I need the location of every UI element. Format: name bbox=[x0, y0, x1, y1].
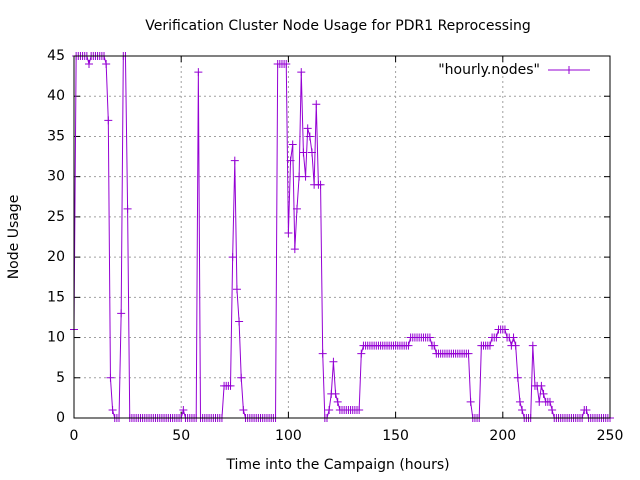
data-point bbox=[464, 349, 473, 358]
data-point bbox=[430, 341, 439, 350]
data-point bbox=[515, 397, 524, 406]
data-point bbox=[539, 389, 548, 398]
legend-marker bbox=[565, 66, 573, 74]
data-point bbox=[545, 397, 554, 406]
legend-label: "hourly.nodes" bbox=[438, 62, 540, 78]
x-axis-label: Time into the Campaign (hours) bbox=[225, 457, 449, 473]
data-point bbox=[511, 341, 520, 350]
data-point bbox=[518, 405, 527, 414]
data-point bbox=[237, 373, 246, 382]
data-point bbox=[329, 357, 338, 366]
x-tick-label: 50 bbox=[172, 428, 190, 444]
data-point bbox=[286, 156, 295, 165]
data-point bbox=[466, 397, 475, 406]
data-point bbox=[179, 405, 188, 414]
data-point bbox=[537, 381, 546, 390]
data-point bbox=[307, 148, 316, 157]
x-tick-label: 200 bbox=[489, 428, 516, 444]
data-point bbox=[485, 341, 494, 350]
data-point bbox=[301, 172, 310, 181]
data-point bbox=[284, 228, 293, 237]
x-tick-label: 250 bbox=[597, 428, 624, 444]
data-point bbox=[404, 341, 413, 350]
data-point bbox=[108, 405, 117, 414]
data-point bbox=[312, 100, 321, 109]
data-point bbox=[528, 341, 537, 350]
data-point bbox=[290, 245, 299, 254]
x-tick-label: 150 bbox=[382, 428, 409, 444]
data-point bbox=[104, 116, 113, 125]
data-point bbox=[228, 253, 237, 262]
data-point bbox=[85, 60, 94, 69]
y-tick-label: 30 bbox=[47, 169, 65, 185]
data-point bbox=[123, 204, 132, 213]
data-point bbox=[331, 389, 340, 398]
x-tick-label: 0 bbox=[70, 428, 79, 444]
y-axis-label: Node Usage bbox=[6, 195, 22, 280]
data-point bbox=[305, 132, 314, 141]
data-point bbox=[102, 60, 111, 69]
data-point bbox=[117, 309, 126, 318]
data-point bbox=[318, 349, 327, 358]
data-point bbox=[333, 397, 342, 406]
data-point bbox=[425, 333, 434, 342]
y-tick-label: 0 bbox=[56, 410, 65, 426]
data-point bbox=[194, 68, 203, 77]
y-tick-label: 20 bbox=[47, 249, 65, 265]
data-point bbox=[303, 124, 312, 133]
data-point bbox=[500, 325, 509, 334]
x-tick-label: 100 bbox=[275, 428, 302, 444]
y-tick-label: 40 bbox=[47, 88, 65, 104]
data-point bbox=[513, 373, 522, 382]
data-point bbox=[297, 68, 306, 77]
data-point bbox=[316, 180, 325, 189]
y-tick-label: 35 bbox=[47, 128, 65, 144]
data-point bbox=[355, 405, 364, 414]
data-point bbox=[230, 156, 239, 165]
data-point bbox=[292, 204, 301, 213]
data-point bbox=[239, 405, 248, 414]
y-tick-label: 45 bbox=[47, 48, 65, 64]
data-point bbox=[548, 405, 557, 414]
data-point bbox=[106, 373, 115, 382]
data-point bbox=[325, 405, 334, 414]
y-tick-label: 10 bbox=[47, 330, 65, 346]
data-point bbox=[235, 317, 244, 326]
plot-frame bbox=[73, 55, 611, 419]
data-point bbox=[282, 60, 291, 69]
data-point bbox=[357, 349, 366, 358]
y-tick-label: 15 bbox=[47, 289, 65, 305]
data-point bbox=[299, 148, 308, 157]
data-point bbox=[288, 140, 297, 149]
chart-title: Verification Cluster Node Usage for PDR1… bbox=[145, 18, 530, 34]
data-point bbox=[232, 285, 241, 294]
data-point bbox=[492, 333, 501, 342]
data-point bbox=[226, 381, 235, 390]
data-point bbox=[509, 333, 518, 342]
y-tick-label: 5 bbox=[56, 370, 65, 386]
y-tick-label: 25 bbox=[47, 209, 65, 225]
data-point bbox=[582, 405, 591, 414]
